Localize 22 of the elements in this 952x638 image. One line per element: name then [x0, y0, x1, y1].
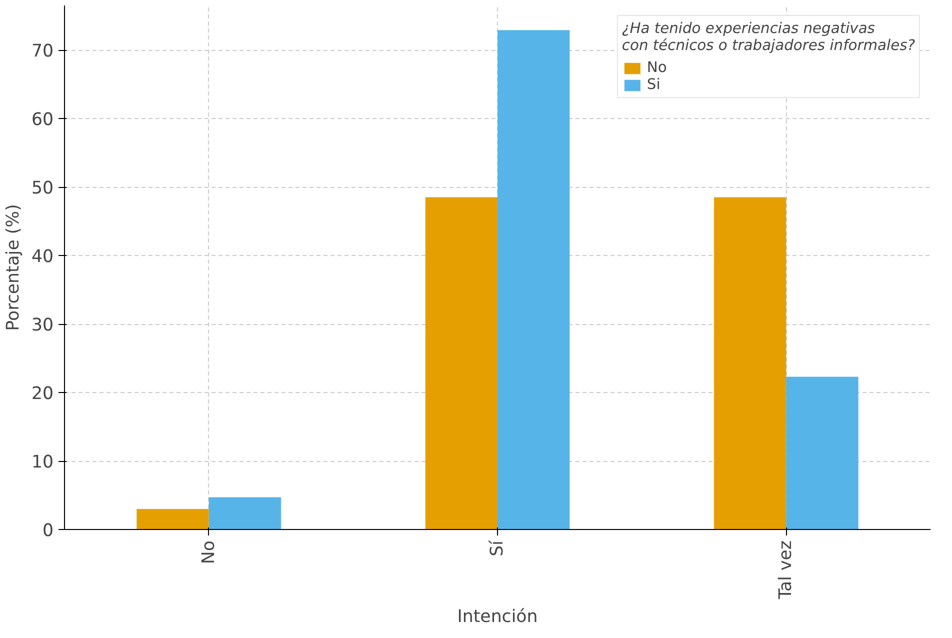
y-tick-label: 50 — [31, 178, 54, 199]
x-tick-label: Sí — [488, 539, 508, 556]
y-tick-label: 30 — [31, 316, 54, 336]
bar — [208, 497, 281, 530]
y-tick-label: 20 — [31, 384, 54, 404]
bar — [498, 30, 570, 530]
y-tick-label: 60 — [31, 110, 54, 130]
bar — [786, 376, 858, 530]
legend-title: ¿Ha tenido experiencias negativas con técnicos o trabajadores informales? — [622, 20, 915, 54]
y-axis-title: Porcentaje (%) — [3, 204, 24, 331]
legend-label: Si — [646, 76, 662, 93]
bar — [714, 197, 786, 530]
y-tick-label: 0 — [42, 521, 54, 541]
x-tick-label: No — [198, 540, 219, 564]
x-tick-label: Tal vez — [776, 540, 796, 600]
x-axis-title: Intención — [457, 607, 538, 628]
y-tick-label: 10 — [31, 452, 54, 473]
bar — [136, 508, 209, 530]
bar — [425, 197, 498, 530]
legend-label: No — [646, 59, 667, 76]
y-tick-label: 70 — [31, 42, 54, 62]
y-tick-label: 40 — [31, 247, 54, 268]
